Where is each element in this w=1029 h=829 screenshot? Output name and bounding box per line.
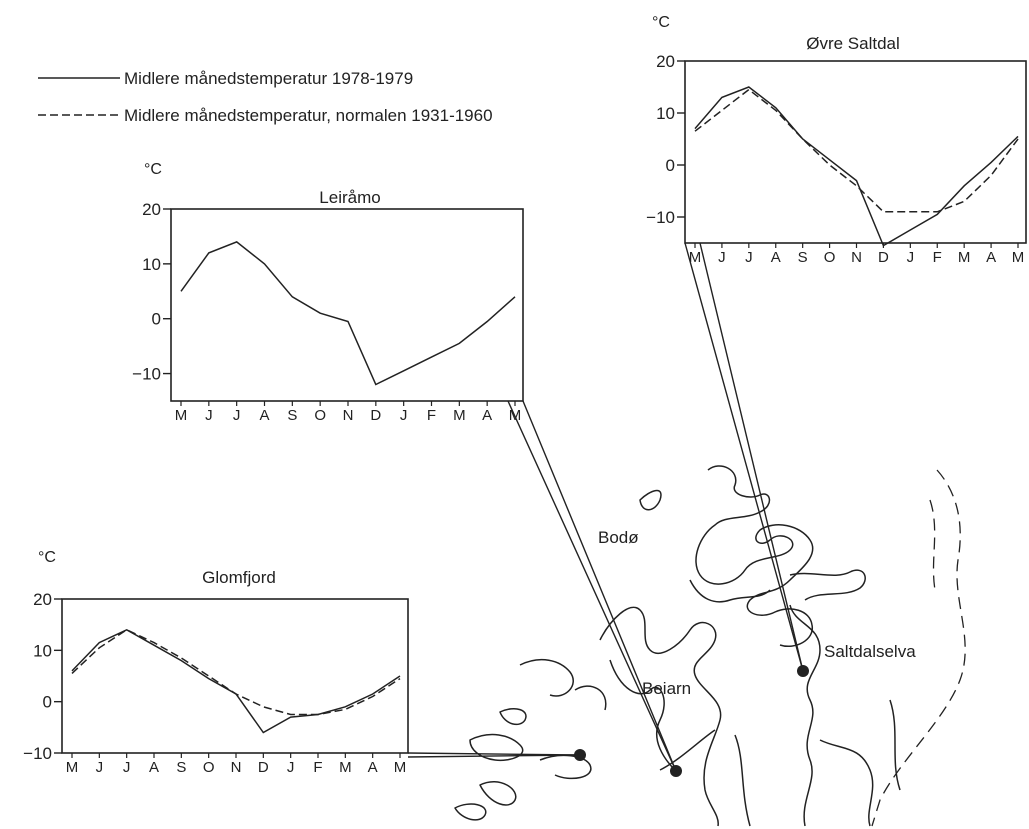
chart-ovre-saltdal-ytick-label: −10: [646, 208, 675, 227]
map-coast-glomfjord-islands: [454, 658, 607, 821]
chart-glomfjord-xtick-label: M: [66, 759, 79, 776]
chart-glomfjord-xtick-label: N: [231, 759, 242, 776]
chart-leiramo-xtick-label: M: [453, 407, 466, 424]
chart-glomfjord-plot-frame: [61, 598, 409, 754]
chart-leiramo-ytick-label: 20: [142, 200, 161, 219]
map-border-east-inner: [929, 499, 936, 591]
chart-ovre-saltdal-xtick-label: A: [771, 249, 781, 266]
chart-ovre-saltdal-xtick-label: J: [745, 249, 753, 266]
chart-ovre-saltdal-plot-frame: [684, 60, 1027, 244]
chart-glomfjord-series-normal: [71, 628, 401, 716]
chart-ovre-saltdal-xtick-label: D: [878, 249, 889, 266]
chart-ovre-saltdal-xtick-label: N: [851, 249, 862, 266]
chart-ovre-saltdal-xtick-label: M: [689, 249, 702, 266]
chart-leiramo-xtick-label: J: [205, 407, 213, 424]
chart-glomfjord-xtick-label: A: [368, 759, 378, 776]
chart-glomfjord-xtick-label: J: [123, 759, 131, 776]
leader-leiramo-b: [522, 400, 677, 772]
map-label-beiarn: Beiarn: [642, 679, 691, 698]
leader-lines: [407, 242, 804, 772]
chart-leiramo-unit-label: °C: [144, 161, 162, 178]
chart-glomfjord-xtick-label: J: [96, 759, 104, 776]
chart-leiramo-ytick-label: −10: [132, 365, 161, 384]
chart-ovre-saltdal-ytick-label: 10: [656, 104, 675, 123]
chart-leiramo-xtick-label: M: [509, 407, 522, 424]
chart-ovre-saltdal-xtick-label: J: [907, 249, 915, 266]
map-coast-beiarn: [609, 659, 676, 771]
chart-glomfjord-xtick-label: M: [394, 759, 407, 776]
chart-leiramo-series-observed: [180, 241, 516, 386]
chart-leiramo-xtick-label: M: [175, 407, 188, 424]
chart-ovre-saltdal-xtick-label: F: [933, 249, 942, 266]
map-border-east: [871, 469, 966, 827]
chart-leiramo-xtick-label: F: [427, 407, 436, 424]
legend-normal-label: Midlere månedstemperatur, normalen 1931-…: [124, 106, 493, 125]
chart-leiramo-ytick-label: 0: [152, 310, 161, 329]
chart-glomfjord-xtick-label: D: [258, 759, 269, 776]
map-coast-saltdalselva: [789, 604, 821, 827]
chart-leiramo-ytick-label: 10: [142, 255, 161, 274]
leader-glomfjord-b: [407, 754, 581, 758]
map-label-saltdalselva: Saltdalselva: [824, 642, 916, 661]
chart-leiramo-xtick-label: D: [370, 407, 381, 424]
legend: Midlere månedstemperatur 1978-1979 Midle…: [38, 69, 493, 125]
leader-saltdal-b: [699, 242, 804, 672]
chart-ovre-saltdal-ytick-label: 0: [666, 156, 675, 175]
chart-glomfjord-ytick-label: 0: [43, 693, 52, 712]
chart-glomfjord-ytick-label: −10: [23, 744, 52, 763]
map: Bodø Beiarn Saltdalselva: [454, 465, 966, 827]
chart-glomfjord-ytick-label: 20: [33, 590, 52, 609]
chart-glomfjord-unit-label: °C: [38, 549, 56, 566]
chart-leiramo-xtick-label: S: [287, 407, 297, 424]
chart-ovre-saltdal-series-observed: [694, 86, 1019, 247]
chart-leiramo-xtick-label: N: [343, 407, 354, 424]
chart-leiramo-xtick-label: O: [314, 407, 326, 424]
chart-ovre-saltdal-series-normal: [694, 88, 1019, 213]
map-coast-fjord-north: [689, 569, 866, 603]
chart-glomfjord-series-observed: [71, 628, 401, 734]
map-coast-mainland: [599, 606, 722, 827]
chart-ovre-saltdal-xtick-label: A: [986, 249, 996, 266]
chart-leiramo-plot-frame: [170, 208, 524, 402]
legend-observed-label: Midlere månedstemperatur 1978-1979: [124, 69, 413, 88]
map-coast-south-lines: [659, 699, 901, 827]
chart-glomfjord-xtick-label: J: [287, 759, 295, 776]
chart-ovre-saltdal-xtick-label: J: [718, 249, 726, 266]
chart-glomfjord-xtick-label: F: [313, 759, 322, 776]
map-label-bodo: Bodø: [598, 528, 639, 547]
chart-glomfjord-title: Glomfjord: [202, 568, 276, 587]
chart-leiramo-xtick-label: J: [233, 407, 241, 424]
chart-leiramo-xtick-label: A: [259, 407, 269, 424]
chart-ovre-saltdal-title: Øvre Saltdal: [806, 34, 900, 53]
chart-ovre-saltdal-ytick-label: 20: [656, 52, 675, 71]
leader-leiramo-a: [507, 400, 677, 772]
chart-ovre-saltdal-xtick-label: O: [824, 249, 836, 266]
chart-leiramo-xtick-label: A: [482, 407, 492, 424]
chart-glomfjord-xtick-label: M: [339, 759, 352, 776]
chart-leiramo-title: Leiråmo: [319, 188, 380, 207]
chart-glomfjord-xtick-label: S: [176, 759, 186, 776]
chart-ovre-saltdal-xtick-label: M: [1012, 249, 1025, 266]
chart-ovre-saltdal-unit-label: °C: [652, 14, 670, 31]
chart-glomfjord-xtick-label: O: [203, 759, 215, 776]
map-coast-bodo-island: [639, 489, 662, 511]
chart-leiramo-xtick-label: J: [400, 407, 408, 424]
chart-ovre-saltdal-xtick-label: S: [798, 249, 808, 266]
chart-glomfjord-xtick-label: A: [149, 759, 159, 776]
chart-glomfjord-ytick-label: 10: [33, 641, 52, 660]
chart-ovre-saltdal-xtick-label: M: [958, 249, 971, 266]
map-coast-bodo: [695, 465, 814, 647]
leader-saltdal-a: [684, 242, 804, 672]
